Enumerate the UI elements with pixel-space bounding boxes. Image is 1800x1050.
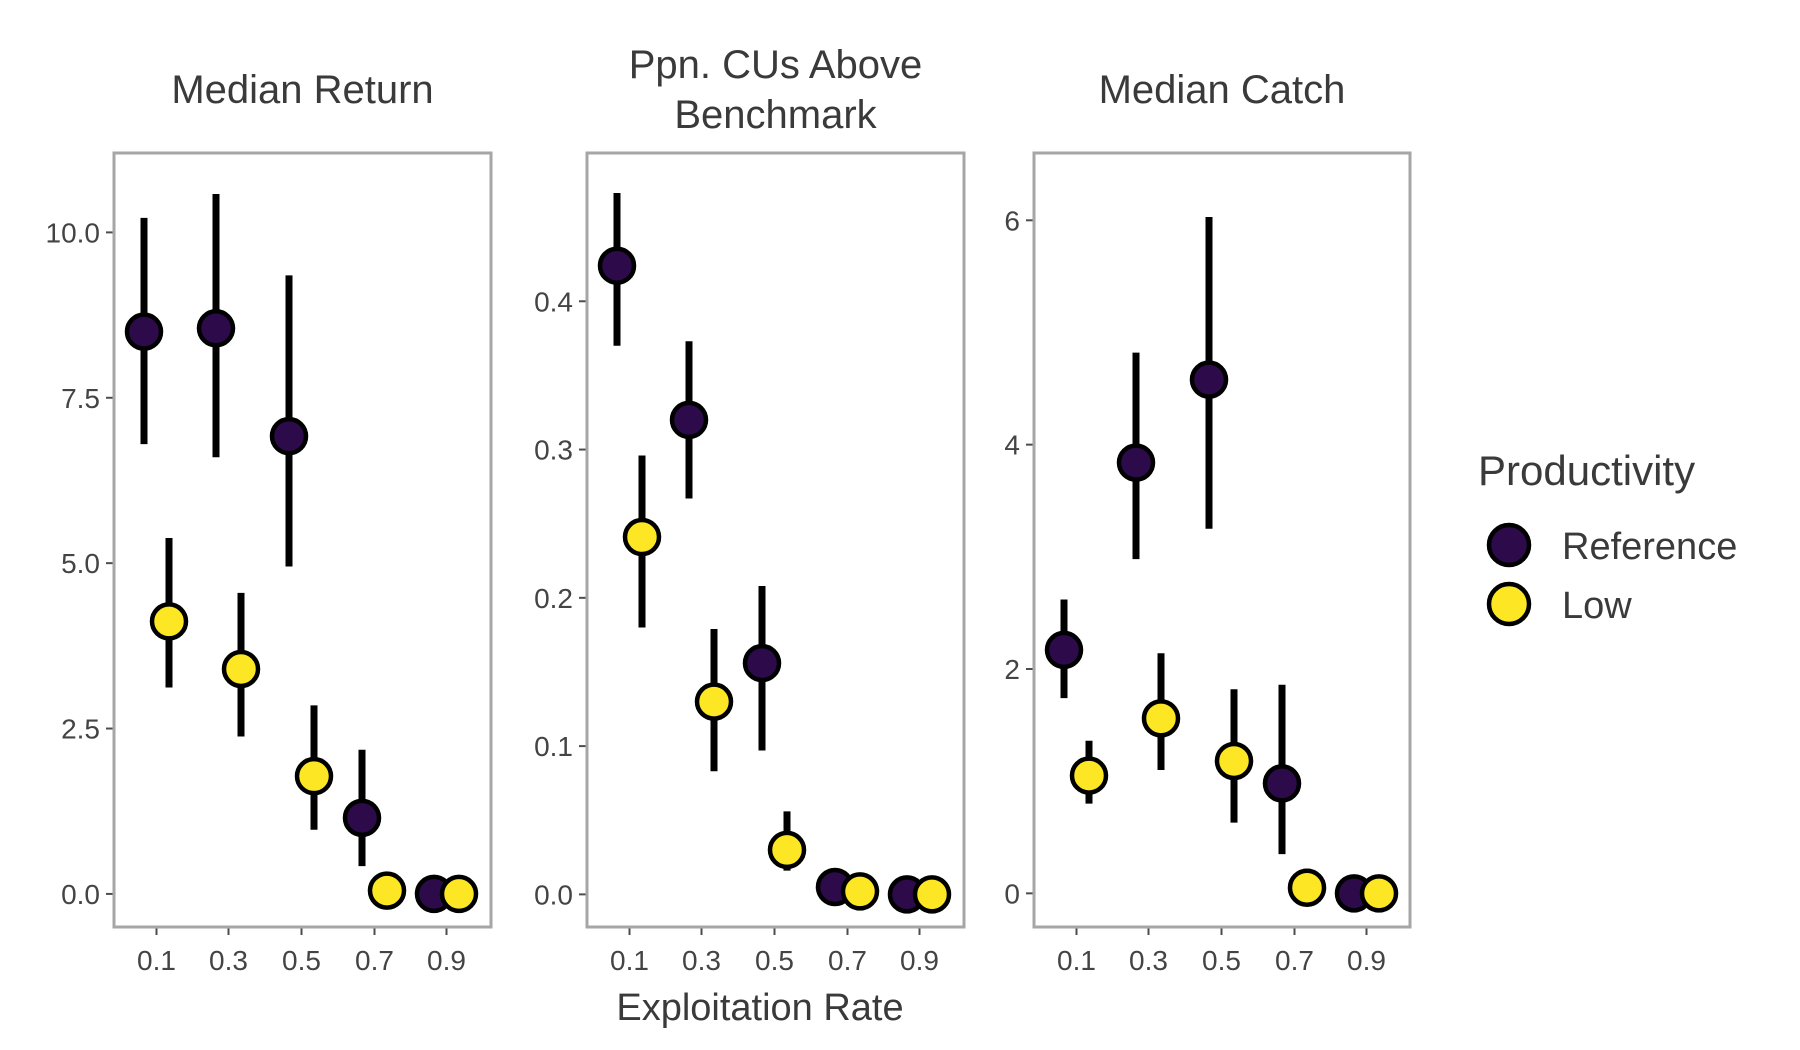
y-tick-label: 6 [1004, 205, 1020, 236]
point-reference [269, 416, 309, 456]
y-tick-label: 0 [1004, 878, 1020, 909]
y-tick-label: 0.2 [534, 583, 573, 614]
x-tick-label: 0.1 [610, 945, 649, 976]
point-low [1287, 868, 1327, 907]
point-low [912, 875, 952, 914]
y-tick-label: 2 [1004, 654, 1020, 685]
x-tick-label: 0.5 [1202, 945, 1241, 976]
x-tick-label: 0.1 [1057, 945, 1096, 976]
point-reference [669, 400, 709, 440]
y-tick-label: 7.5 [61, 383, 100, 414]
legend-key-low [1486, 581, 1532, 627]
point-low [1141, 699, 1181, 738]
legend-label-low: Low [1562, 585, 1632, 627]
x-tick-label: 0.3 [682, 945, 721, 976]
y-tick-label: 4 [1004, 430, 1020, 461]
point-low [840, 872, 880, 911]
point-low [1214, 741, 1254, 781]
y-tick-label: 0.0 [61, 879, 100, 910]
y-tick-label: 0.3 [534, 435, 573, 466]
legend-title: Productivity [1478, 447, 1695, 494]
y-tick-label: 0.4 [534, 286, 573, 317]
point-reference [124, 312, 164, 351]
point-reference [1044, 630, 1084, 670]
x-tick-label: 0.1 [137, 945, 176, 976]
x-tick-label: 0.3 [1129, 945, 1168, 976]
panel-title: Benchmark [674, 93, 877, 137]
x-tick-label: 0.5 [282, 945, 321, 976]
point-reference [597, 246, 637, 285]
panel-3: Median Catch 0 2 4 6 0.1 0.3 0.5 0.7 0.9 [1004, 68, 1412, 976]
y-tick-label: 2.5 [61, 714, 100, 745]
x-tick-label: 0.9 [427, 945, 466, 976]
x-tick-label: 0.5 [755, 945, 794, 976]
y-tick-label: 5.0 [61, 548, 100, 579]
legend-label-reference: Reference [1562, 526, 1737, 568]
x-axis-title: Exploitation Rate [616, 987, 903, 1029]
point-low [294, 756, 334, 796]
legend: Productivity Reference Low [1478, 447, 1737, 627]
panel-title: Ppn. CUs Above [629, 43, 923, 87]
y-tick-label: 0.1 [534, 731, 573, 762]
point-reference [196, 309, 236, 348]
x-tick-label: 0.7 [828, 945, 867, 976]
panel-frame [1032, 151, 1412, 929]
x-tick-label: 0.9 [1347, 945, 1386, 976]
point-low [367, 871, 407, 910]
panel-frame [585, 151, 966, 929]
point-low [767, 830, 807, 870]
point-reference [1189, 360, 1229, 399]
x-tick-label: 0.7 [1275, 945, 1314, 976]
panel-title: Median Return [171, 68, 433, 112]
panel-title: Median Catch [1099, 68, 1346, 112]
point-low [694, 682, 734, 721]
point-low [1069, 756, 1109, 795]
y-tick-label: 0.0 [534, 879, 573, 910]
panel-1: Median Return 0.0 2.5 5.0 7.5 10.0 0.1 0.3 0.5 0.… [46, 68, 493, 976]
legend-key-reference [1486, 522, 1532, 568]
y-tick-label: 10.0 [46, 217, 101, 248]
point-reference [742, 643, 782, 683]
point-low [622, 517, 662, 557]
point-reference [1116, 443, 1156, 482]
point-reference [1262, 764, 1302, 803]
point-low [149, 602, 189, 641]
x-tick-label: 0.7 [355, 945, 394, 976]
point-low [221, 649, 261, 689]
point-reference [342, 798, 382, 838]
chart-panels: Median Return 0.0 2.5 5.0 7.5 10.0 0.1 0.3 0.5 0.… [46, 43, 1412, 976]
x-tick-label: 0.9 [900, 945, 939, 976]
panel-frame [112, 151, 493, 929]
point-low [439, 874, 479, 914]
point-low [1359, 874, 1399, 913]
x-tick-label: 0.3 [209, 945, 248, 976]
panel-2: Ppn. CUs Above Benchmark 0.0 0.1 0.2 0.3 0.4 0.… [534, 43, 966, 976]
